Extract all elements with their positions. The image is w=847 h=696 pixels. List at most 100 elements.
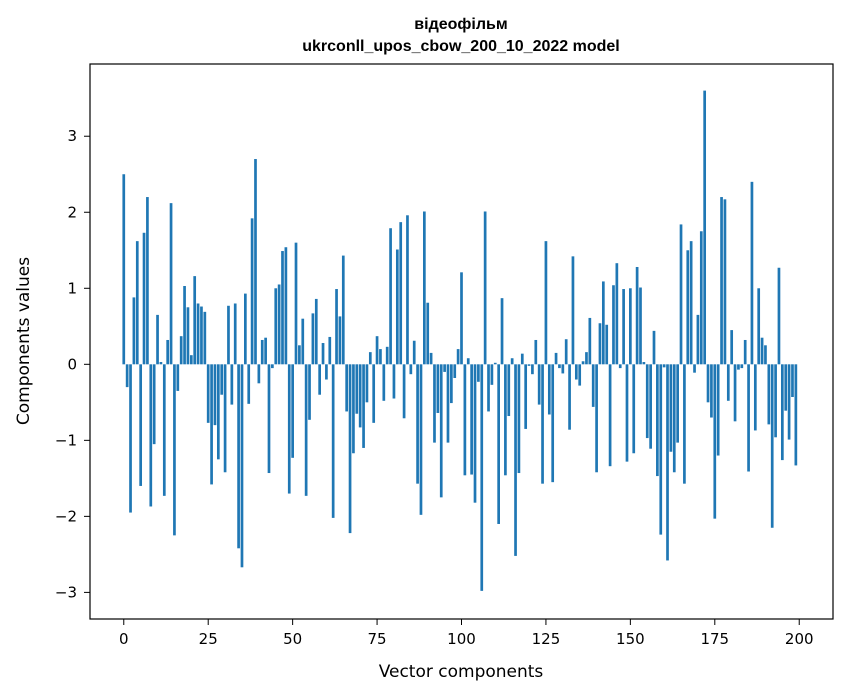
bar-88 bbox=[419, 364, 423, 515]
bar-26 bbox=[210, 364, 213, 485]
bar-158 bbox=[656, 364, 659, 477]
bar-4 bbox=[135, 241, 139, 365]
bar-30 bbox=[223, 364, 227, 473]
bar-164 bbox=[676, 364, 679, 443]
bar-2 bbox=[129, 364, 132, 513]
bar-191 bbox=[767, 364, 771, 425]
bar-64 bbox=[338, 316, 342, 365]
bar-63 bbox=[335, 289, 338, 365]
bar-154 bbox=[642, 362, 646, 365]
y-tick-label: 0 bbox=[67, 355, 77, 373]
bar-125 bbox=[544, 241, 548, 365]
bar-34 bbox=[237, 364, 240, 549]
bar-196 bbox=[784, 364, 788, 411]
bar-97 bbox=[450, 364, 453, 404]
bar-74 bbox=[372, 364, 376, 423]
bar-14 bbox=[169, 203, 173, 365]
bar-153 bbox=[639, 287, 642, 365]
bar-5 bbox=[139, 364, 143, 486]
bar-38 bbox=[250, 218, 254, 365]
bar-197 bbox=[787, 364, 791, 440]
bar-22 bbox=[196, 303, 200, 365]
y-axis-ticks: −3 −2 −1 0 1 2 3 bbox=[55, 127, 90, 601]
bar-48 bbox=[284, 247, 288, 365]
bar-124 bbox=[541, 364, 544, 484]
bar-99 bbox=[456, 349, 460, 365]
bar-31 bbox=[227, 305, 230, 365]
bar-45 bbox=[274, 288, 278, 365]
bar-79 bbox=[389, 228, 392, 365]
bar-40 bbox=[257, 364, 261, 384]
y-axis-label: Components values bbox=[14, 257, 34, 425]
bar-42 bbox=[264, 337, 267, 365]
bar-94 bbox=[439, 364, 443, 498]
bar-131 bbox=[564, 339, 568, 365]
bar-152 bbox=[635, 266, 639, 365]
bar-58 bbox=[318, 364, 321, 395]
x-tick-label: 75 bbox=[368, 630, 387, 648]
bar-127 bbox=[551, 364, 555, 483]
x-axis-label: Vector components bbox=[379, 662, 544, 682]
bar-174 bbox=[710, 364, 713, 418]
bar-187 bbox=[753, 364, 757, 431]
bar-73 bbox=[368, 352, 372, 365]
bar-47 bbox=[281, 251, 284, 365]
bar-84 bbox=[406, 215, 409, 365]
bar-170 bbox=[696, 314, 700, 365]
bar-21 bbox=[193, 276, 197, 365]
bar-143 bbox=[605, 324, 609, 365]
bar-184 bbox=[743, 339, 747, 365]
bar-19 bbox=[186, 307, 190, 365]
x-tick-label: 25 bbox=[199, 630, 218, 648]
bar-123 bbox=[537, 364, 541, 405]
bar-76 bbox=[379, 349, 382, 365]
bar-43 bbox=[267, 364, 271, 474]
x-axis-ticks: 0 25 50 75 100 125 150 175 200 bbox=[119, 619, 814, 648]
bar-96 bbox=[446, 364, 450, 443]
bar-122 bbox=[534, 339, 538, 365]
bar-25 bbox=[206, 364, 210, 423]
bar-87 bbox=[416, 364, 419, 484]
bar-163 bbox=[672, 364, 676, 473]
bar-183 bbox=[740, 364, 744, 369]
bar-91 bbox=[429, 352, 433, 365]
bar-136 bbox=[581, 361, 585, 365]
bar-15 bbox=[173, 364, 176, 536]
bar-83 bbox=[402, 364, 406, 419]
bar-121 bbox=[531, 364, 534, 375]
bar-179 bbox=[726, 364, 730, 401]
bar-108 bbox=[487, 364, 490, 412]
bar-198 bbox=[791, 364, 794, 397]
bar-114 bbox=[507, 364, 511, 417]
bar-142 bbox=[601, 281, 605, 365]
bar-134 bbox=[574, 364, 578, 380]
bar-156 bbox=[649, 364, 652, 449]
bar-60 bbox=[325, 364, 328, 380]
bar-133 bbox=[571, 256, 575, 365]
bar-150 bbox=[629, 288, 632, 365]
bar-93 bbox=[436, 364, 440, 413]
bar-18 bbox=[183, 286, 186, 365]
bar-23 bbox=[200, 306, 203, 365]
bar-69 bbox=[355, 364, 359, 414]
bar-101 bbox=[463, 364, 467, 476]
plot-frame bbox=[89, 63, 834, 620]
bar-20 bbox=[189, 355, 193, 365]
bar-117 bbox=[517, 364, 521, 474]
bar-89 bbox=[423, 211, 426, 365]
bar-141 bbox=[598, 323, 602, 365]
bar-37 bbox=[247, 364, 251, 404]
y-tick-label: 1 bbox=[67, 279, 77, 297]
bar-168 bbox=[689, 241, 693, 365]
bar-28 bbox=[216, 364, 220, 460]
bar-103 bbox=[470, 364, 473, 475]
bar-199 bbox=[794, 364, 798, 466]
chart-title-line2: ukrconll_upos_cbow_200_10_2022 model bbox=[302, 38, 619, 55]
bar-81 bbox=[395, 249, 399, 365]
bar-49 bbox=[287, 364, 291, 494]
bar-193 bbox=[774, 364, 777, 438]
bar-189 bbox=[760, 337, 764, 365]
bar-44 bbox=[271, 364, 274, 369]
x-tick-label: 175 bbox=[700, 630, 729, 648]
bar-36 bbox=[244, 293, 247, 365]
